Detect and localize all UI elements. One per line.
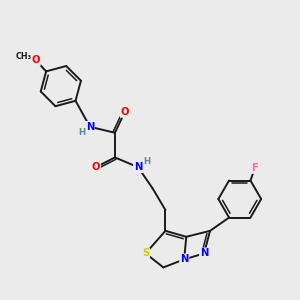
Text: S: S [142, 248, 149, 258]
Text: N: N [200, 248, 208, 258]
Text: H: H [143, 157, 151, 166]
Text: H: H [78, 128, 85, 137]
Text: O: O [92, 162, 100, 172]
Text: CH₃: CH₃ [15, 52, 31, 61]
Text: F: F [251, 163, 258, 173]
Text: N: N [180, 254, 188, 264]
Text: N: N [134, 162, 142, 172]
Text: O: O [121, 107, 129, 117]
Text: N: N [86, 122, 94, 132]
Text: O: O [32, 55, 40, 65]
